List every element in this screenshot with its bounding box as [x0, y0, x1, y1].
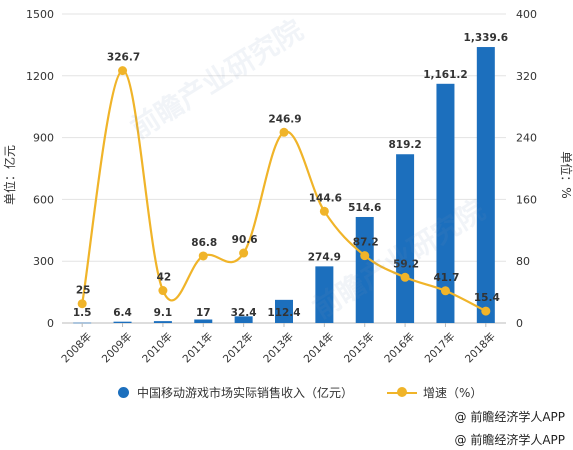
x-tick-label: 2016年 — [382, 330, 418, 366]
legend-bar-swatch — [118, 387, 129, 398]
left-tick-label: 600 — [33, 193, 54, 206]
legend-line-label: 增速（%） — [423, 386, 483, 400]
bar — [476, 47, 495, 324]
bar — [436, 83, 455, 323]
growth-value-label: 86.8 — [191, 237, 217, 249]
bar-series — [73, 47, 495, 324]
x-tick-label: 2017年 — [422, 330, 458, 366]
x-tick-label: 2014年 — [301, 330, 337, 366]
bar — [396, 154, 415, 323]
line-point — [319, 206, 329, 216]
right-tick-label: 80 — [516, 255, 530, 268]
right-tick-label: 0 — [516, 317, 523, 330]
line-point — [198, 251, 208, 261]
bar-value-label: 32.4 — [231, 307, 257, 319]
gridlines — [62, 13, 506, 324]
x-axis-ticks: 2008年 2009年 2010年 2011年 2012年 2013年 2014年 2015年… — [59, 323, 498, 365]
right-tick-label: 400 — [516, 8, 537, 21]
growth-value-label: 246.9 — [268, 113, 301, 125]
bar-value-label: 274.9 — [308, 251, 341, 263]
x-tick-label: 2015年 — [341, 330, 377, 366]
x-tick-label: 2013年 — [261, 330, 297, 366]
left-axis-title: 单位：亿元 — [2, 145, 17, 205]
line-point — [158, 286, 168, 296]
source-credit-2: @ 前瞻经济学人APP — [454, 433, 566, 447]
legend-item-line: 增速（%） — [387, 384, 482, 401]
right-axis-ticks: 0 80 160 240 320 400 — [516, 8, 537, 330]
bar — [234, 316, 253, 323]
bar — [355, 216, 374, 323]
right-tick-label: 160 — [516, 193, 537, 206]
growth-value-label: 41.7 — [433, 272, 459, 284]
growth-value-label: 144.6 — [309, 192, 342, 204]
left-tick-label: 0 — [47, 317, 54, 330]
growth-value-label: 15.4 — [474, 292, 500, 304]
growth-value-label: 59.2 — [393, 258, 419, 270]
bar — [113, 321, 132, 323]
x-tick-label: 2011年 — [180, 330, 216, 366]
x-tick-label: 2012年 — [220, 330, 256, 366]
bar-value-label: 6.4 — [113, 307, 132, 319]
line-point — [239, 248, 249, 258]
x-tick-label: 2009年 — [99, 330, 135, 366]
source-credit-1: @ 前瞻经济学人APP — [454, 410, 566, 424]
legend-item-bar: 中国移动游戏市场实际销售收入（亿元） — [118, 384, 353, 401]
right-axis-title: 单位：% — [559, 151, 573, 198]
line-point — [440, 286, 450, 296]
bar — [153, 321, 172, 323]
bar-value-label: 514.6 — [348, 202, 381, 214]
x-tick-label: 2008年 — [59, 330, 95, 366]
growth-value-label: 90.6 — [232, 234, 258, 246]
growth-value-label: 87.2 — [353, 237, 379, 249]
line-point — [118, 66, 128, 76]
left-tick-label: 1500 — [26, 8, 54, 21]
line-point — [481, 306, 491, 316]
growth-value-label: 326.7 — [107, 52, 140, 64]
bar-value-label: 1.5 — [73, 307, 92, 319]
line-point — [360, 251, 370, 261]
x-tick-label: 2018年 — [462, 330, 498, 366]
bar-value-label: 17 — [196, 307, 211, 319]
line-point — [77, 299, 87, 309]
data-labels: 1.5 6.4 9.1 17 32.4 112.4 274.9 514.6 819.2 1,161… — [73, 32, 508, 319]
legend-line-swatch — [387, 387, 418, 398]
bar — [275, 299, 293, 323]
bar-value-label: 112.4 — [267, 307, 300, 319]
bar-value-label: 819.2 — [388, 139, 421, 151]
left-tick-label: 900 — [33, 132, 54, 145]
line-series — [77, 66, 491, 316]
bar — [194, 319, 213, 323]
bar-value-label: 9.1 — [154, 307, 173, 319]
right-tick-label: 320 — [516, 70, 537, 83]
growth-value-label: 42 — [157, 272, 172, 284]
legend-bar-label: 中国移动游戏市场实际销售收入（亿元） — [137, 386, 354, 400]
right-tick-label: 240 — [516, 132, 537, 145]
bar-value-label: 1,161.2 — [423, 69, 468, 81]
legend: 中国移动游戏市场实际销售收入（亿元） 增速（%） — [118, 384, 516, 401]
growth-value-label: 25 — [76, 285, 91, 297]
x-tick-label: 2010年 — [139, 330, 175, 366]
line-point — [279, 127, 289, 137]
line-point — [400, 272, 410, 282]
bar — [73, 322, 92, 324]
bar-value-label: 1,339.6 — [464, 32, 509, 44]
left-tick-label: 1200 — [26, 70, 54, 83]
left-tick-label: 300 — [33, 255, 54, 268]
left-axis-ticks: 0 300 600 900 1200 1500 — [26, 8, 54, 330]
bar — [315, 266, 334, 323]
